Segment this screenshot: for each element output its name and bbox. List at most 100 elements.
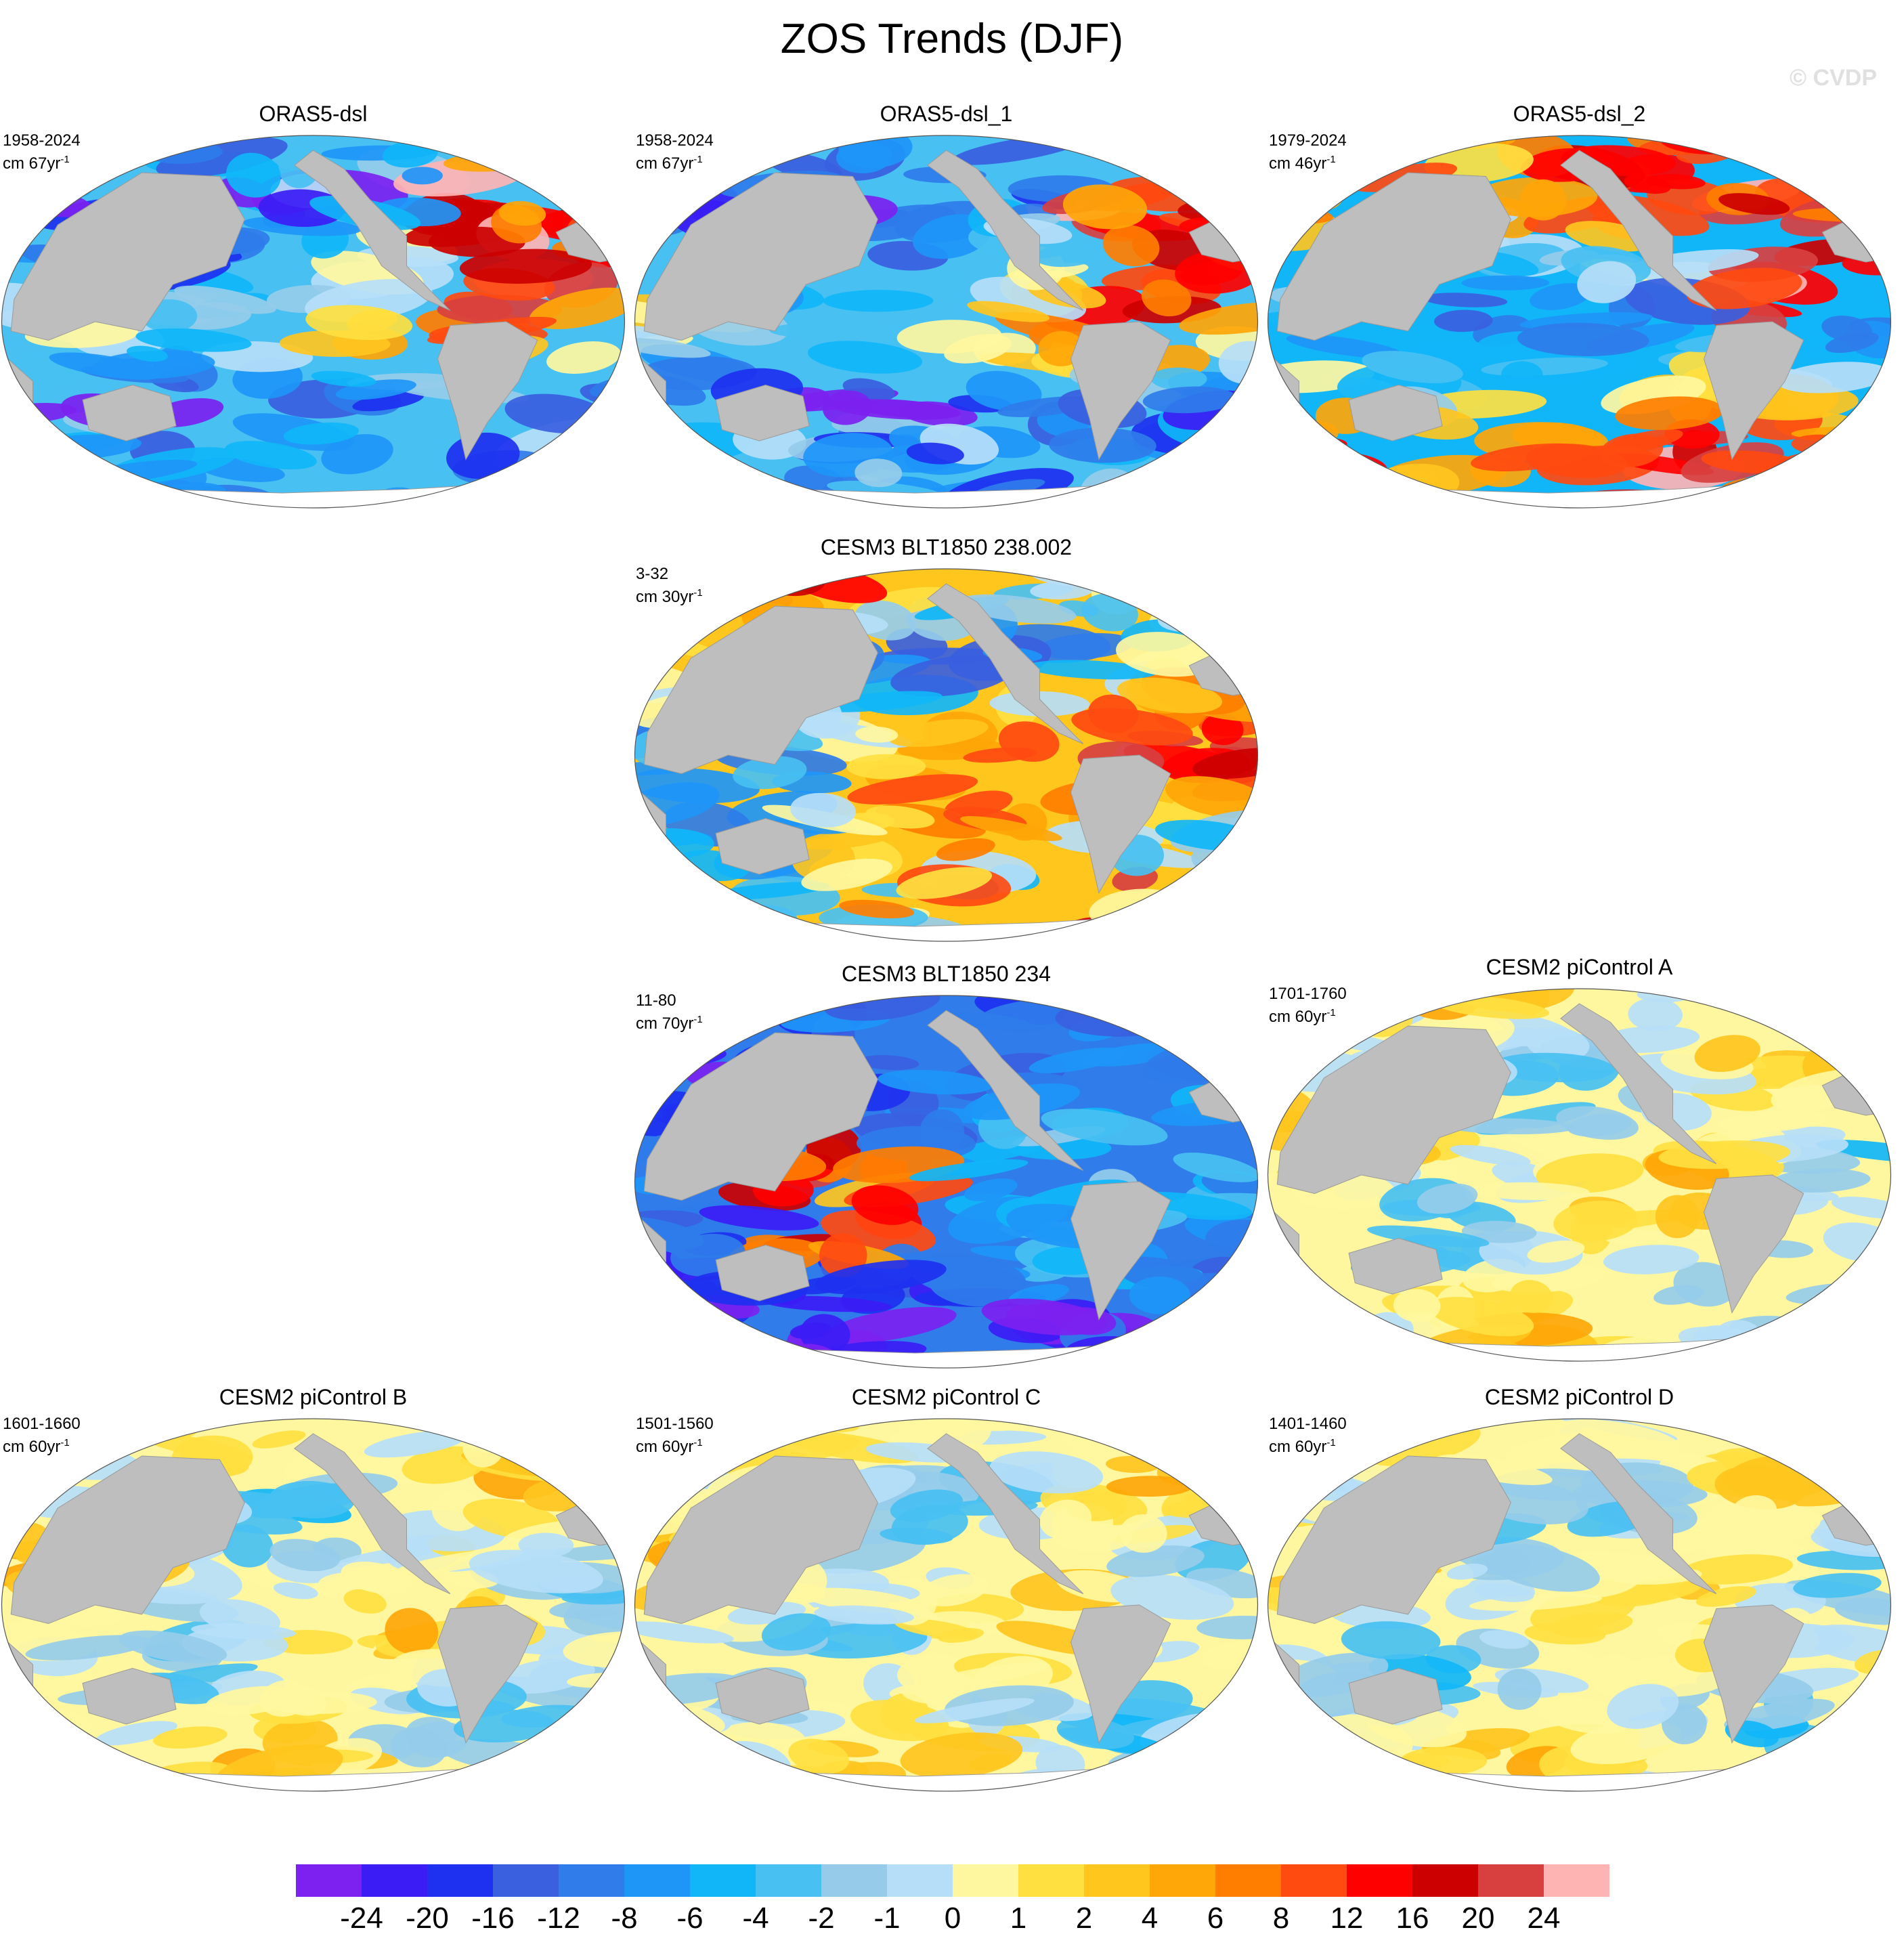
trend-patch bbox=[537, 449, 625, 481]
trend-patch bbox=[647, 1419, 739, 1446]
continent-landmass bbox=[643, 605, 878, 775]
trend-patch bbox=[535, 1741, 601, 1774]
trend-patch bbox=[657, 135, 780, 155]
trend-patch bbox=[1163, 1348, 1258, 1368]
trend-patch bbox=[283, 422, 360, 445]
trend-patch bbox=[1142, 569, 1190, 593]
trend-patch bbox=[529, 287, 625, 330]
trend-patch bbox=[318, 1572, 373, 1590]
trend-patch bbox=[998, 721, 1060, 762]
trend-patch bbox=[1218, 341, 1258, 385]
trend-patch bbox=[658, 1774, 787, 1791]
panel-title: CESM3 BLT1850 234 bbox=[842, 962, 1051, 986]
panel-unit: cm 30yr-1 bbox=[636, 584, 703, 607]
trend-patch bbox=[1461, 1220, 1537, 1243]
trend-patch bbox=[95, 474, 142, 499]
map-outline bbox=[634, 995, 1259, 1369]
trend-patch bbox=[551, 1431, 605, 1463]
continent-landmass bbox=[1560, 1433, 1717, 1594]
panel-title: CESM2 piControl A bbox=[1486, 955, 1673, 979]
continent-landmass bbox=[715, 1244, 810, 1302]
trend-patch bbox=[50, 1425, 127, 1465]
trend-patch bbox=[1268, 1419, 1355, 1444]
trend-patch bbox=[902, 1683, 970, 1705]
trend-patch bbox=[1274, 1335, 1408, 1361]
trend-patch bbox=[846, 754, 926, 779]
trend-patch bbox=[1196, 1615, 1258, 1639]
trend-patch bbox=[1151, 1330, 1203, 1368]
trend-patch bbox=[1102, 225, 1160, 267]
trend-patch bbox=[1122, 1773, 1232, 1791]
trend-patch bbox=[1760, 1419, 1839, 1456]
trend-patch bbox=[1621, 1577, 1704, 1604]
trend-patch bbox=[1201, 1642, 1255, 1666]
panel-unit-exponent: -1 bbox=[1326, 1007, 1336, 1019]
trend-patch bbox=[225, 441, 317, 470]
trend-patch bbox=[634, 1621, 734, 1644]
map-panel-cesm3-blt1850-238-002: CESM3 BLT1850 238.002 3-32 cm 30yr-1 bbox=[633, 535, 1259, 955]
trend-patch bbox=[1530, 283, 1591, 310]
trend-patch bbox=[1603, 1245, 1700, 1274]
trend-patch bbox=[928, 1262, 1023, 1307]
trend-patch bbox=[1517, 322, 1649, 356]
continent-landmass bbox=[10, 1455, 245, 1625]
colorbar-tick-label: 8 bbox=[1272, 1902, 1290, 1935]
trend-patch bbox=[305, 305, 413, 341]
trend-patch bbox=[1857, 1347, 1891, 1361]
trend-patch bbox=[60, 1765, 109, 1791]
trend-patch bbox=[1339, 468, 1396, 500]
panel-period: 11-80 bbox=[636, 991, 676, 1010]
trend-patch bbox=[645, 1012, 706, 1032]
continent-landmass bbox=[294, 1433, 451, 1594]
trend-patch bbox=[352, 391, 425, 412]
trend-patch bbox=[634, 1742, 678, 1770]
panel-unit-exponent: -1 bbox=[60, 154, 70, 165]
trend-patch bbox=[269, 1480, 355, 1519]
trend-patch bbox=[1384, 135, 1432, 147]
trend-patch bbox=[1, 1773, 83, 1789]
trend-patch bbox=[639, 426, 698, 468]
continent-landmass bbox=[1348, 1667, 1443, 1725]
colorbar-tick-label: 6 bbox=[1207, 1902, 1224, 1935]
panel-unit-base: cm 67yr bbox=[636, 154, 694, 173]
continents bbox=[641, 1010, 1255, 1368]
trend-patch bbox=[118, 1630, 228, 1664]
trend-patch bbox=[385, 1608, 439, 1654]
colorbar-tick-label: 20 bbox=[1461, 1902, 1495, 1935]
map-outline bbox=[1, 1418, 626, 1792]
trend-patch bbox=[1774, 481, 1891, 508]
trend-patch bbox=[815, 691, 943, 712]
trend-patch bbox=[645, 1765, 777, 1791]
trend-patch bbox=[1637, 989, 1693, 1003]
trend-patch bbox=[252, 1430, 306, 1449]
trend-patch bbox=[1825, 332, 1879, 353]
trend-patch bbox=[676, 1014, 727, 1035]
trend-patch bbox=[1526, 1027, 1590, 1061]
panel-period: 1979-2024 bbox=[1269, 131, 1347, 150]
trend-patch bbox=[1817, 1317, 1871, 1348]
panel-unit: cm 46yr-1 bbox=[1269, 150, 1336, 173]
trend-patch bbox=[1367, 1225, 1490, 1247]
trend-patch bbox=[541, 1543, 625, 1562]
trend-patch bbox=[269, 1539, 340, 1572]
panel-unit-exponent: -1 bbox=[693, 587, 703, 599]
trend-patch bbox=[343, 1589, 387, 1614]
trend-patch bbox=[1279, 1339, 1395, 1355]
map-outline bbox=[1267, 988, 1892, 1362]
trend-patch bbox=[551, 158, 625, 196]
trend-patch bbox=[712, 904, 797, 933]
trend-patch bbox=[1, 1419, 66, 1451]
trend-patch bbox=[1814, 1433, 1891, 1455]
continent-landmass bbox=[1703, 1174, 1804, 1314]
colorbar-swatch bbox=[362, 1864, 427, 1897]
trend-patch bbox=[1268, 460, 1347, 498]
map-panel-cesm2-picontrol-b: CESM2 piControl B 1601-1660 cm 60yr-1 bbox=[0, 1385, 626, 1805]
trend-patch bbox=[1159, 906, 1258, 924]
trend-patch bbox=[1825, 1757, 1879, 1789]
trend-patch bbox=[1769, 1338, 1862, 1361]
continent-landmass bbox=[437, 321, 538, 460]
trend-patch bbox=[1141, 279, 1192, 317]
trend-patch bbox=[890, 655, 1014, 697]
trend-patch bbox=[634, 135, 686, 164]
trend-patch bbox=[761, 1613, 831, 1651]
